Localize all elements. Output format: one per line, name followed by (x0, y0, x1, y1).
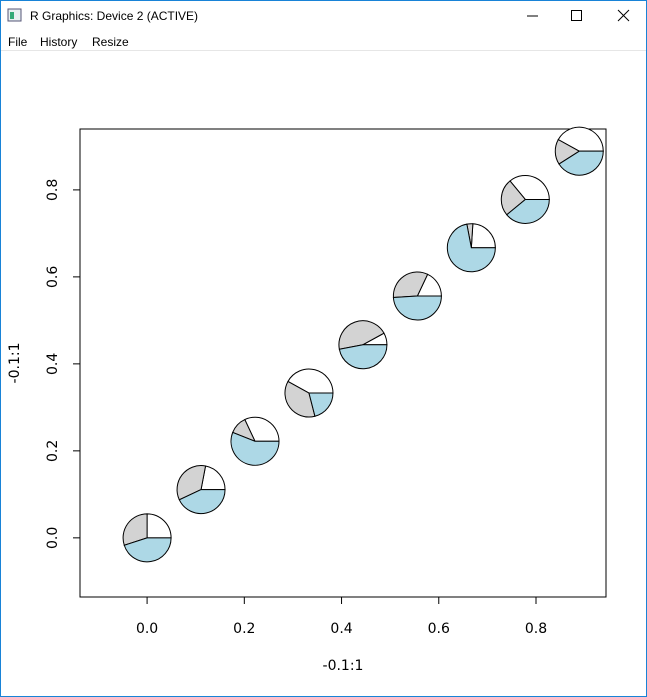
pie-slice (558, 150, 604, 176)
y-tick-label: 0.2 (45, 440, 61, 462)
menu-item[interactable]: File (8, 35, 28, 49)
app-icon (7, 8, 22, 22)
x-tick-label: 0.0 (136, 621, 158, 637)
menu-item[interactable]: History (40, 35, 77, 49)
pie-slice (123, 537, 172, 563)
pie-slice (178, 489, 226, 515)
pie-slice (200, 465, 226, 491)
y-tick-label: 0.6 (45, 266, 61, 288)
pie-slice (509, 174, 550, 200)
pie-slice (122, 513, 148, 546)
pie-slice (287, 368, 334, 394)
window-title: R Graphics: Device 2 (ACTIVE) (30, 9, 198, 23)
pie-slice (146, 513, 172, 539)
y-tick-label: 0.8 (45, 179, 61, 201)
pie-slice (308, 392, 334, 417)
pie-slice (506, 198, 550, 224)
pie-slice (392, 271, 429, 299)
close-button[interactable] (617, 9, 630, 22)
pie-slice (338, 320, 385, 350)
menu-item[interactable]: Resize (92, 35, 129, 49)
pie-slice (284, 380, 316, 418)
pie-slice (470, 223, 496, 249)
x-tick-label: 0.8 (525, 621, 547, 637)
app-icon-detail (10, 12, 14, 19)
pie-slice (392, 295, 442, 321)
x-tick-label: 0.6 (428, 621, 450, 637)
x-axis-title: -0.1:1 (323, 658, 364, 674)
y-tick-label: 0.4 (45, 353, 61, 375)
x-tick-label: 0.2 (233, 621, 255, 637)
pie-slice (557, 126, 604, 152)
maximize-button[interactable] (571, 10, 582, 21)
y-axis-title: -0.1:1 (7, 343, 23, 384)
pie-slice (230, 431, 280, 466)
x-tick-label: 0.4 (330, 621, 352, 637)
pie-slice (500, 180, 527, 216)
pie-slice (176, 465, 207, 501)
pie-slice (446, 223, 496, 273)
pie-slice (338, 344, 388, 370)
pie-slice (244, 416, 280, 442)
y-tick-label: 0.0 (45, 527, 61, 549)
